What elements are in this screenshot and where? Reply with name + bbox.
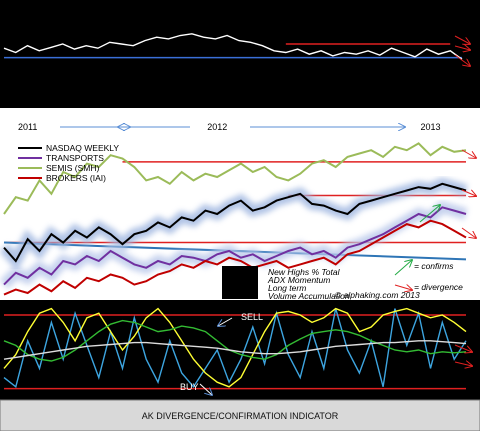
top-panel: [0, 0, 480, 108]
x-tick-label: 2011: [18, 122, 37, 132]
series-line: [3, 219, 467, 296]
series-line: [3, 33, 463, 60]
legend-label: Volume Accumulation: [268, 291, 350, 301]
legend-label: NASDAQ WEEKLY: [46, 143, 119, 153]
indicator-panel: [0, 300, 480, 400]
series-line: [3, 340, 467, 360]
series-line: [3, 319, 467, 362]
copyright: © alphaking.com 2013: [335, 290, 420, 300]
legend-label: ADX Momentum: [267, 275, 330, 285]
legend-label: SEMIS (SMH): [46, 163, 100, 173]
series-line: [3, 307, 467, 388]
indicator-legend-box: [222, 266, 258, 299]
legend-label: BROKERS (IAI): [46, 173, 106, 183]
legend-label: Long term: [268, 283, 306, 293]
annotation: = divergence: [414, 282, 463, 292]
series-line: [3, 182, 467, 263]
arrows: [60, 35, 476, 395]
x-tick-label: 2012: [207, 122, 227, 132]
annotation: = confirms: [414, 261, 454, 271]
annotation: BUY: [180, 382, 199, 392]
x-tick-label: 2013: [420, 122, 440, 132]
legend-label: New Highs % Total: [268, 267, 341, 277]
series-line: [3, 206, 467, 286]
footer-title: AK DIVERGENCE/CONFIRMATION INDICATOR: [142, 411, 339, 421]
legend-label: TRANSPORTS: [46, 153, 104, 163]
annotation: SELL: [241, 312, 263, 322]
series-line: [3, 142, 467, 215]
